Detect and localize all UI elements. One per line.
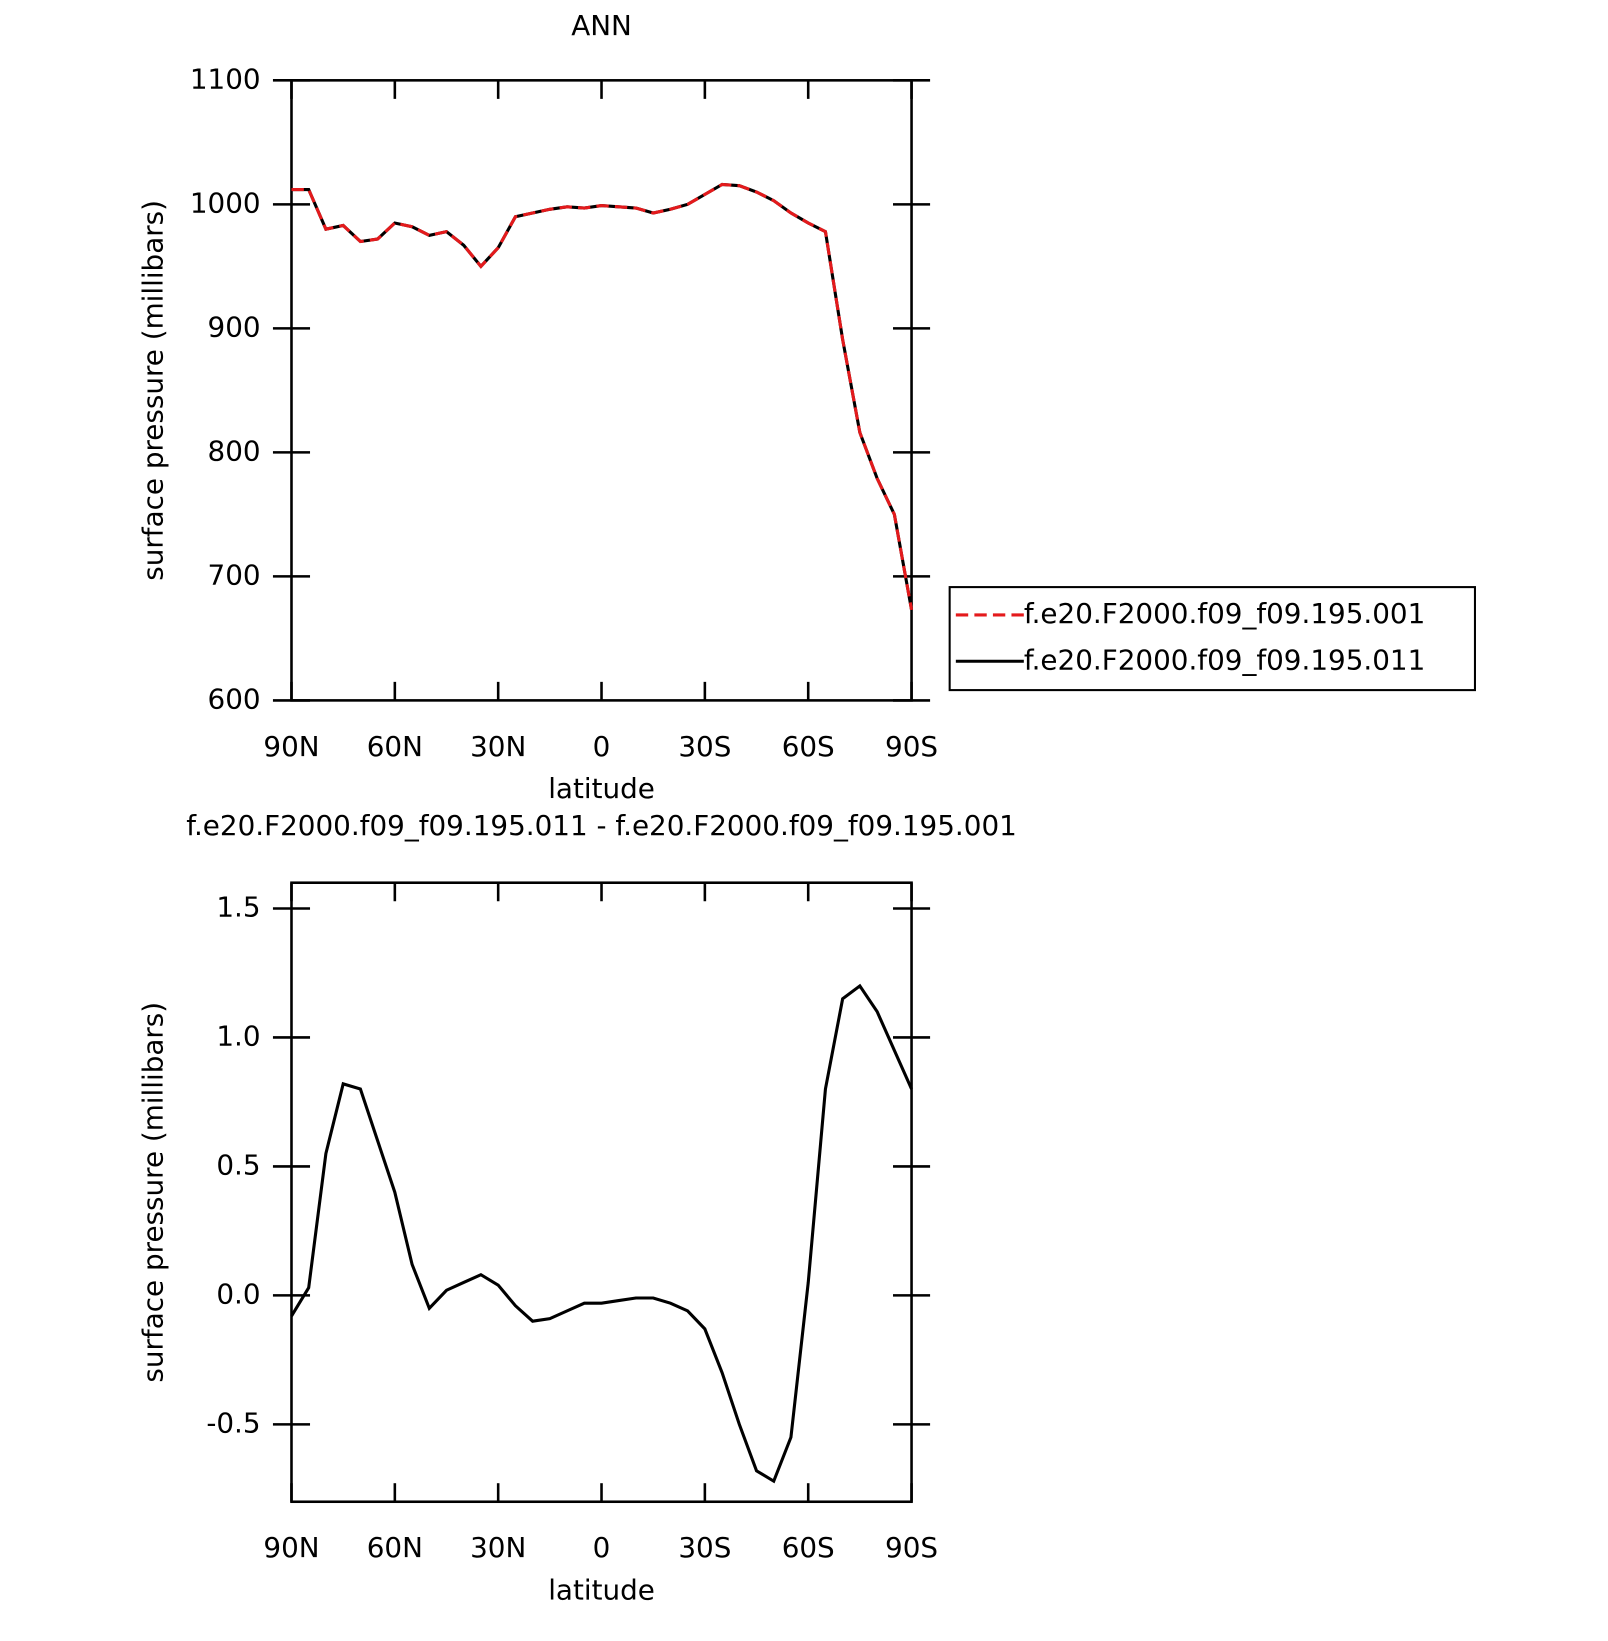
x-tick-label: 90S (885, 730, 938, 763)
y-tick-label: 1100 (190, 62, 261, 95)
chart-title: f.e20.F2000.f09_f09.195.011 - f.e20.F200… (186, 809, 1017, 842)
y-tick-label: -0.5 (206, 1406, 260, 1439)
x-tick-label: 0 (593, 730, 611, 763)
x-tick-label: 60S (782, 1531, 835, 1564)
chart-title: ANN (571, 9, 632, 42)
x-axis-label: latitude (548, 1573, 655, 1606)
data-line (291, 182, 914, 611)
y-tick-label: 900 (208, 310, 261, 343)
x-tick-label: 60N (367, 1531, 423, 1564)
legend-label: f.e20.F2000.f09_f09.195.011 (1024, 643, 1425, 676)
y-tick-label: 0.0 (216, 1277, 260, 1310)
x-tick-label: 30S (678, 1531, 731, 1564)
plot-frame (290, 79, 913, 702)
x-tick-label: 30S (678, 730, 731, 763)
y-tick-label: 600 (208, 682, 261, 715)
y-axis-label: surface pressure (millibars) (137, 200, 170, 581)
x-tick-label: 30N (470, 730, 526, 763)
y-tick-label: 1000 (190, 186, 261, 219)
y-tick-label: 800 (208, 434, 261, 467)
legend-label: f.e20.F2000.f09_f09.195.001 (1024, 597, 1425, 630)
x-tick-label: 30N (470, 1531, 526, 1564)
data-line (291, 182, 914, 611)
x-axis-label: latitude (548, 772, 655, 805)
legend-box (948, 586, 1476, 692)
y-tick-label: 1.5 (216, 891, 260, 924)
x-tick-label: 60N (367, 730, 423, 763)
data-line (290, 983, 913, 1484)
x-tick-label: 90N (263, 730, 319, 763)
x-tick-label: 0 (593, 1531, 611, 1564)
y-tick-label: 700 (208, 558, 261, 591)
plot-frame (290, 881, 913, 1504)
x-tick-label: 90N (263, 1531, 319, 1564)
y-axis-label: surface pressure (millibars) (137, 1002, 170, 1383)
x-tick-label: 90S (885, 1531, 938, 1564)
x-tick-label: 60S (782, 730, 835, 763)
figure-content: ANN latitude surface pressure (millibars) 6… (137, 9, 1476, 1606)
y-tick-label: 0.5 (216, 1148, 260, 1181)
y-tick-label: 1.0 (216, 1019, 260, 1052)
